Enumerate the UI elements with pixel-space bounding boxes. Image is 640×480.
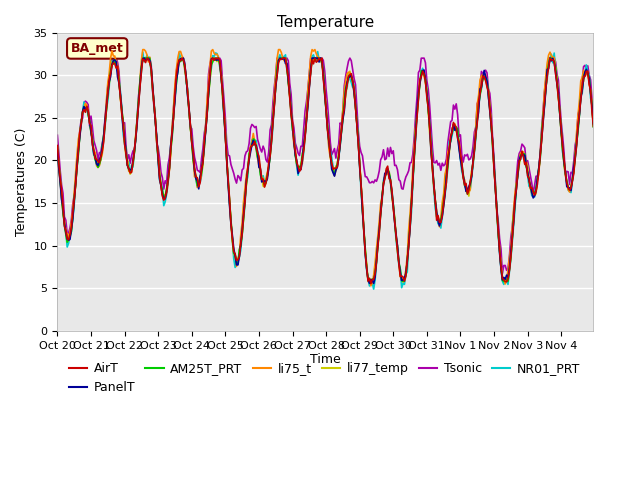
Title: Temperature: Temperature: [276, 15, 374, 30]
Legend: AirT, PanelT, AM25T_PRT, li75_t, li77_temp, Tsonic, NR01_PRT: AirT, PanelT, AM25T_PRT, li75_t, li77_te…: [63, 357, 585, 399]
X-axis label: Time: Time: [310, 353, 340, 366]
Text: BA_met: BA_met: [71, 42, 124, 55]
Y-axis label: Temperatures (C): Temperatures (C): [15, 128, 28, 236]
